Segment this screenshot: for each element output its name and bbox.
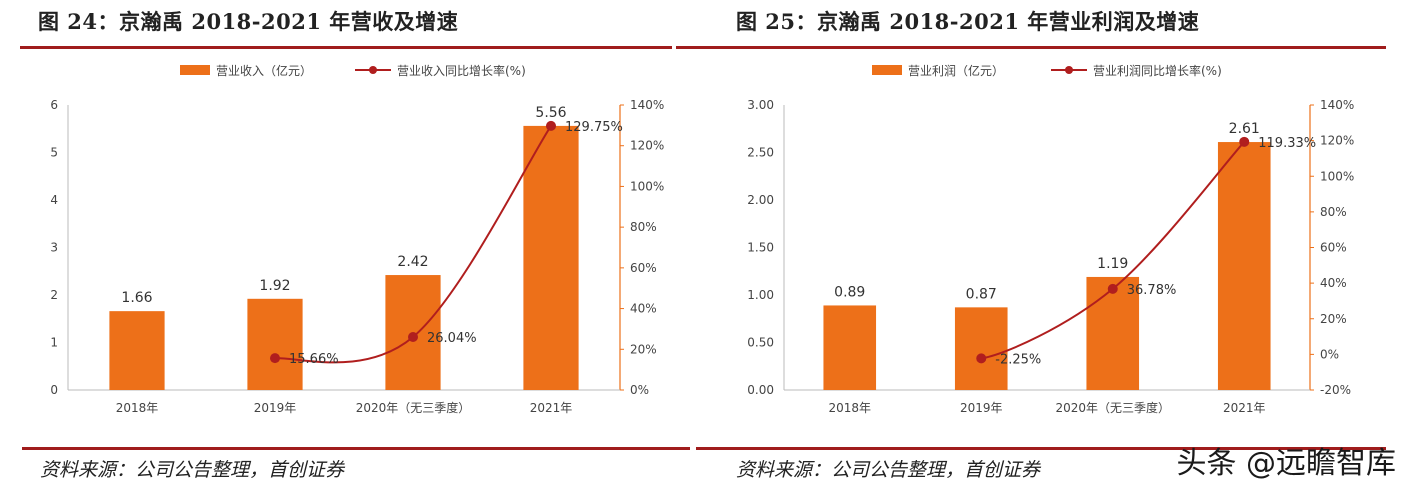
growth-data-label: 119.33% bbox=[1258, 136, 1316, 151]
growth-data-label: -2.25% bbox=[995, 352, 1041, 367]
right-tick-label: 20% bbox=[1320, 312, 1347, 326]
left-tick-label: 6 bbox=[50, 98, 58, 112]
legend-bar-label: 营业收入（亿元） bbox=[216, 63, 312, 78]
figure-title: 图 25：京瀚禹 2018-2021 年营业利润及增速 bbox=[736, 9, 1200, 34]
bar bbox=[823, 305, 877, 390]
revenue-chart: 营业收入（亿元） 营业收入同比增长率(%)01234560%20%40%60%80… bbox=[50, 63, 664, 415]
left-tick-label: 0.50 bbox=[747, 336, 774, 350]
legend-line-marker bbox=[369, 66, 377, 74]
bottom-rule bbox=[696, 447, 1386, 450]
right-tick-label: 80% bbox=[630, 220, 657, 234]
left-tick-label: 1.50 bbox=[747, 241, 774, 255]
right-tick-label: 0% bbox=[630, 383, 649, 397]
right-tick-label: 60% bbox=[630, 261, 657, 275]
right-tick-label: 140% bbox=[630, 98, 664, 112]
category-label: 2018年 bbox=[828, 401, 871, 415]
left-tick-label: 3.00 bbox=[747, 98, 774, 112]
right-tick-label: -20% bbox=[1320, 383, 1351, 397]
growth-point bbox=[1239, 136, 1250, 147]
right-tick-label: 0% bbox=[1320, 347, 1339, 361]
legend-bar-swatch bbox=[180, 65, 210, 75]
bottom-rule bbox=[22, 447, 690, 450]
figure-24: 图 24：京瀚禹 2018-2021 年营收及增速 营业收入（亿元） 营业收入同比… bbox=[0, 0, 690, 488]
category-label: 2021年 bbox=[1223, 401, 1266, 415]
legend-line-marker bbox=[1065, 66, 1073, 74]
bar bbox=[954, 307, 1008, 390]
growth-point bbox=[1107, 283, 1118, 294]
legend-line-label: 营业收入同比增长率(%) bbox=[397, 63, 526, 78]
category-label: 2019年 bbox=[254, 401, 297, 415]
source-note: 资料来源：公司公告整理，首创证券 bbox=[736, 459, 1041, 481]
bar bbox=[1086, 276, 1140, 390]
category-label: 2021年 bbox=[530, 401, 573, 415]
category-label: 2019年 bbox=[960, 401, 1003, 415]
right-tick-label: 80% bbox=[1320, 205, 1347, 219]
right-tick-label: 100% bbox=[1320, 169, 1354, 183]
bar-data-label: 1.19 bbox=[1097, 256, 1128, 272]
left-tick-label: 0 bbox=[50, 383, 58, 397]
bar bbox=[1217, 142, 1271, 390]
legend-bar-swatch bbox=[872, 65, 902, 75]
left-tick-label: 3 bbox=[50, 241, 58, 255]
category-label: 2018年 bbox=[116, 401, 159, 415]
growth-data-label: 36.78% bbox=[1127, 283, 1177, 298]
left-tick-label: 2 bbox=[50, 288, 58, 302]
bar-data-label: 0.87 bbox=[966, 286, 997, 302]
right-tick-label: 40% bbox=[630, 302, 657, 316]
category-label: 2020年（无三季度） bbox=[1055, 400, 1170, 415]
growth-data-label: 15.66% bbox=[289, 352, 339, 367]
left-tick-label: 2.50 bbox=[747, 146, 774, 160]
right-tick-label: 120% bbox=[630, 139, 664, 153]
right-tick-label: 60% bbox=[1320, 241, 1347, 255]
left-tick-label: 4 bbox=[50, 193, 58, 207]
figure-title: 图 24：京瀚禹 2018-2021 年营收及增速 bbox=[38, 9, 459, 34]
growth-line bbox=[274, 125, 552, 364]
left-tick-label: 1 bbox=[50, 336, 58, 350]
bar-data-label: 2.42 bbox=[397, 254, 428, 270]
legend-line-label: 营业利润同比增长率(%) bbox=[1093, 63, 1222, 78]
right-tick-label: 140% bbox=[1320, 98, 1354, 112]
growth-point bbox=[976, 353, 987, 364]
right-tick-label: 40% bbox=[1320, 276, 1347, 290]
profit-chart: 营业利润（亿元） 营业利润同比增长率(%) 0.00 0.50 1.00 1.50 2.00… bbox=[747, 63, 1354, 415]
bar-data-label: 1.92 bbox=[259, 278, 290, 294]
right-tick-label: 120% bbox=[1320, 134, 1354, 148]
top-rule bbox=[676, 46, 1386, 49]
category-label: 2020年（无三季度） bbox=[356, 400, 471, 415]
watermark: 头条 @远瞻智库 bbox=[1176, 446, 1396, 481]
growth-data-label: 26.04% bbox=[427, 331, 477, 346]
growth-point bbox=[408, 331, 418, 342]
bar-data-label: 1.66 bbox=[121, 290, 152, 306]
left-tick-label: 5 bbox=[50, 146, 58, 160]
growth-data-label: 129.75% bbox=[565, 120, 623, 135]
left-tick-label: 0.00 bbox=[747, 383, 774, 397]
bar bbox=[523, 125, 579, 391]
growth-point bbox=[546, 120, 556, 131]
right-tick-label: 20% bbox=[630, 342, 657, 356]
bar-data-label: 2.61 bbox=[1229, 121, 1260, 137]
left-tick-label: 1.00 bbox=[747, 288, 774, 302]
bar-data-label: 0.89 bbox=[834, 284, 865, 300]
top-rule bbox=[20, 46, 672, 49]
right-tick-label: 100% bbox=[630, 179, 664, 193]
legend-bar-label: 营业利润（亿元） bbox=[908, 63, 1004, 78]
bar bbox=[109, 311, 165, 390]
left-tick-label: 2.00 bbox=[747, 193, 774, 207]
bar bbox=[247, 298, 303, 390]
source-note: 资料来源：公司公告整理，首创证券 bbox=[40, 459, 345, 481]
figure-25: 图 25：京瀚禹 2018-2021 年营业利润及增速 营业利润（亿元） 营业利润… bbox=[676, 0, 1406, 488]
bar-data-label: 5.56 bbox=[535, 105, 566, 121]
growth-point bbox=[270, 353, 280, 364]
